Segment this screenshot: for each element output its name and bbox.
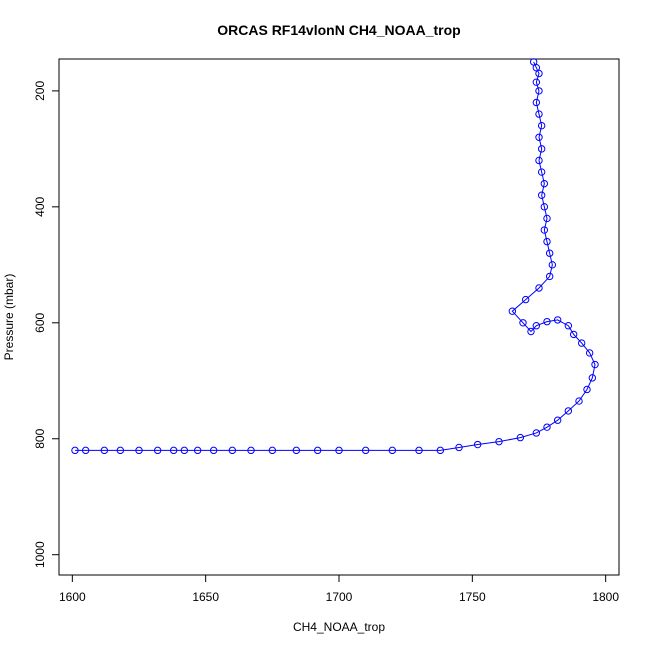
data-point xyxy=(532,321,541,330)
data-point xyxy=(228,446,237,455)
x-tick-label: 1600 xyxy=(59,590,86,604)
x-axis: 1600 1650 1700 1750 1800 xyxy=(59,574,619,604)
data-point xyxy=(535,284,543,292)
data-point xyxy=(516,433,525,442)
x-axis-label: CH4_NOAA_trop xyxy=(293,620,385,634)
data-point xyxy=(585,349,594,357)
x-tick-label: 1750 xyxy=(459,590,486,604)
series-line xyxy=(75,61,596,451)
data-point xyxy=(543,237,551,246)
data-point xyxy=(535,110,543,118)
data-point xyxy=(436,446,445,455)
data-point xyxy=(193,446,202,455)
data-point xyxy=(537,191,546,199)
data-point xyxy=(268,446,277,455)
data-point xyxy=(543,317,551,326)
data-point xyxy=(532,78,541,86)
data-point xyxy=(455,443,463,452)
data-point xyxy=(535,69,543,78)
data-point xyxy=(537,168,546,176)
data-point xyxy=(388,446,397,455)
data-point xyxy=(543,214,551,223)
data-point xyxy=(169,446,178,455)
data-point xyxy=(292,446,301,455)
data-point xyxy=(540,179,549,188)
data-point xyxy=(553,316,562,324)
data-point xyxy=(415,446,423,455)
data-point xyxy=(529,58,538,66)
y-tick-label: 600 xyxy=(33,312,47,332)
data-point xyxy=(540,203,549,211)
y-axis: 200 400 600 800 1000 xyxy=(33,81,60,568)
data-point xyxy=(81,446,90,455)
y-tick-label: 200 xyxy=(33,81,47,101)
x-tick-label: 1700 xyxy=(326,590,353,604)
x-tick-label: 1650 xyxy=(192,590,219,604)
data-point xyxy=(71,446,79,455)
series-ch4 xyxy=(71,58,599,455)
data-point xyxy=(553,416,562,424)
data-point xyxy=(313,446,322,455)
data-point xyxy=(247,446,255,455)
data-point xyxy=(521,295,530,304)
data-point xyxy=(116,446,125,455)
data-point xyxy=(473,440,482,449)
data-point xyxy=(361,446,370,455)
plot-frame xyxy=(58,58,620,576)
data-point xyxy=(135,446,143,455)
data-point xyxy=(545,249,554,257)
data-point xyxy=(100,446,109,455)
data-point xyxy=(537,145,546,153)
data-point xyxy=(583,385,591,394)
data-point xyxy=(543,423,551,431)
data-point xyxy=(591,360,599,369)
data-point xyxy=(153,446,162,455)
data-point xyxy=(535,87,543,95)
data-point xyxy=(508,307,517,315)
data-point xyxy=(532,63,541,72)
data-point xyxy=(569,330,578,339)
data-point xyxy=(209,446,218,455)
data-point xyxy=(532,429,541,437)
data-point xyxy=(335,446,343,455)
data-point xyxy=(527,327,535,336)
y-tick-label: 1000 xyxy=(33,541,47,568)
data-point xyxy=(548,261,557,269)
data-point xyxy=(564,321,573,330)
data-point xyxy=(537,121,546,130)
data-point xyxy=(535,133,543,141)
data-point xyxy=(180,446,189,455)
data-point xyxy=(535,156,543,165)
y-tick-label: 800 xyxy=(33,428,47,448)
data-point xyxy=(577,339,586,347)
data-point xyxy=(519,319,527,327)
data-point xyxy=(545,272,554,281)
data-point xyxy=(588,374,597,382)
x-tick-label: 1800 xyxy=(592,590,619,604)
data-point xyxy=(575,397,583,405)
data-point xyxy=(564,407,573,415)
y-tick-label: 400 xyxy=(33,197,47,217)
data-point xyxy=(532,98,541,107)
data-point xyxy=(495,437,503,446)
chart-title: ORCAS RF14vlonN CH4_NOAA_trop xyxy=(217,22,460,38)
data-point xyxy=(540,226,549,234)
y-axis-label: Pressure (mbar) xyxy=(2,274,16,361)
